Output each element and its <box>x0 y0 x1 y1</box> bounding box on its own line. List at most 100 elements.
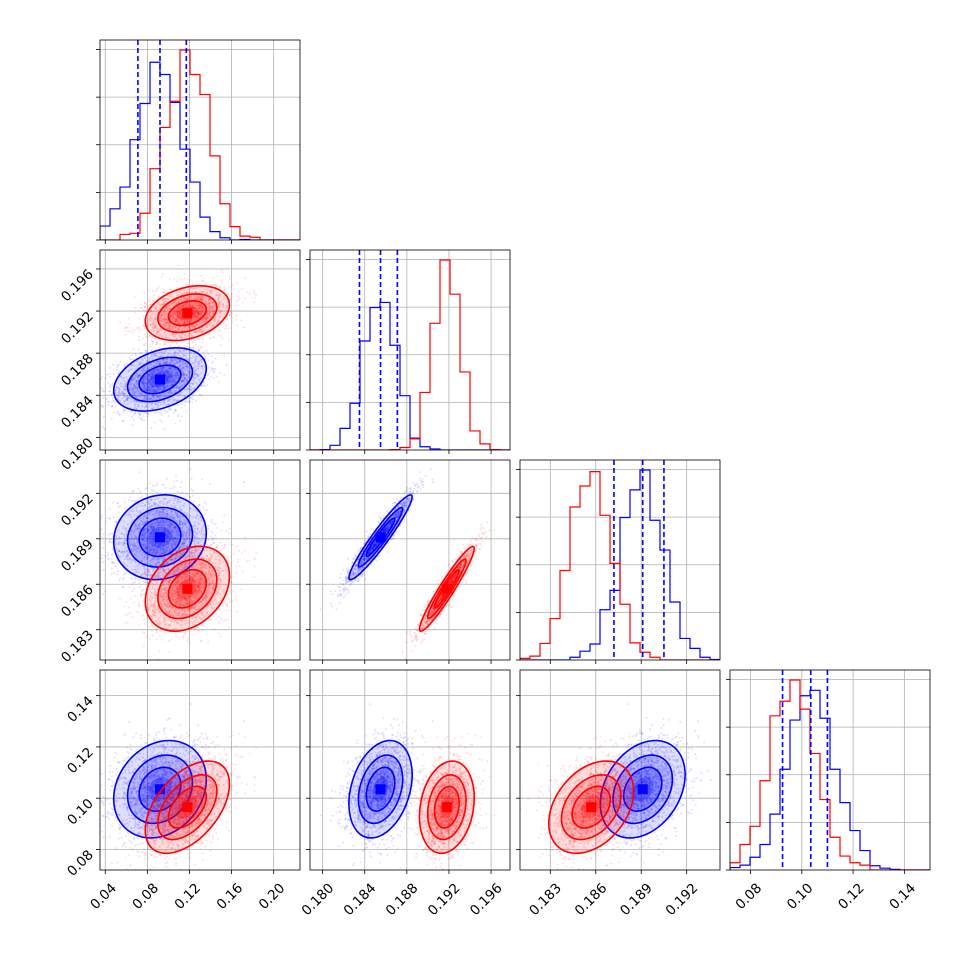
scatter-point <box>168 381 171 384</box>
scatter-point <box>144 305 147 308</box>
scatter-point <box>176 371 179 374</box>
scatter-point <box>165 362 168 365</box>
scatter-point <box>191 361 194 364</box>
scatter-point <box>163 310 166 313</box>
scatter-point <box>166 322 169 325</box>
scatter-point <box>178 387 181 390</box>
scatter-point <box>155 351 158 354</box>
scatter-point <box>210 289 213 292</box>
scatter-point <box>153 324 156 327</box>
scatter-point <box>137 374 140 377</box>
scatter-point <box>201 322 204 325</box>
scatter-point <box>167 381 170 384</box>
scatter-point <box>133 329 136 332</box>
scatter-point <box>167 370 170 373</box>
scatter-point <box>106 373 109 376</box>
scatter-point <box>211 324 214 327</box>
scatter-point <box>166 377 169 380</box>
scatter-point <box>179 349 182 352</box>
scatter-point <box>137 335 140 338</box>
scatter-point <box>202 319 205 322</box>
scatter-point <box>110 558 113 561</box>
scatter-point <box>110 405 113 408</box>
scatter-point <box>201 329 204 332</box>
scatter-point <box>170 391 173 394</box>
scatter-point <box>207 302 210 305</box>
scatter-point <box>149 315 152 318</box>
scatter-point <box>191 306 194 309</box>
scatter-point <box>200 297 203 300</box>
scatter-point <box>130 363 133 366</box>
scatter-point <box>136 382 139 385</box>
scatter-point <box>189 295 192 298</box>
scatter-point <box>148 379 151 382</box>
scatter-point <box>199 328 202 331</box>
scatter-point <box>180 406 183 409</box>
scatter-point <box>168 400 171 403</box>
scatter-point <box>133 391 136 394</box>
scatter-point <box>137 416 140 419</box>
scatter-point <box>146 380 149 383</box>
scatter-point <box>212 301 215 304</box>
scatter-point <box>179 311 182 314</box>
scatter-point <box>179 305 182 308</box>
scatter-point <box>152 406 155 409</box>
scatter-point <box>153 385 156 388</box>
scatter-point <box>209 302 212 305</box>
scatter-point <box>163 385 166 388</box>
scatter-point <box>134 402 137 405</box>
scatter-point <box>163 291 166 294</box>
scatter-point <box>155 384 158 387</box>
scatter-point <box>255 294 258 297</box>
scatter-point <box>174 309 177 312</box>
scatter-point <box>170 374 173 377</box>
scatter-point <box>220 310 223 313</box>
scatter-point <box>193 290 196 293</box>
scatter-point <box>204 355 207 358</box>
scatter-point <box>210 520 213 523</box>
scatter-point <box>157 387 160 390</box>
scatter-point <box>158 401 161 404</box>
scatter-point <box>187 283 190 286</box>
scatter-point <box>186 358 189 361</box>
scatter-point <box>165 379 168 382</box>
scatter-point <box>150 488 153 491</box>
scatter-point <box>182 318 185 321</box>
scatter-point <box>186 387 189 390</box>
scatter-point <box>158 371 161 374</box>
scatter-point <box>135 382 138 385</box>
scatter-point <box>150 353 153 356</box>
scatter-point <box>157 369 160 372</box>
scatter-point <box>197 310 200 313</box>
scatter-point <box>194 302 197 305</box>
scatter-point <box>216 320 219 323</box>
scatter-point <box>173 351 176 354</box>
scatter-point <box>174 474 177 477</box>
scatter-point <box>206 316 209 319</box>
scatter-point <box>183 354 186 357</box>
scatter-point <box>102 426 105 429</box>
scatter-point <box>138 414 141 417</box>
scatter-point <box>133 387 136 390</box>
scatter-point <box>167 356 170 359</box>
scatter-point <box>174 358 177 361</box>
scatter-point <box>155 325 158 328</box>
scatter-point <box>162 324 165 327</box>
scatter-point <box>199 358 202 361</box>
scatter-point <box>176 386 179 389</box>
scatter-point <box>185 374 188 377</box>
scatter-point <box>141 370 144 373</box>
scatter-point <box>177 306 180 309</box>
scatter-point <box>220 280 223 283</box>
scatter-point <box>152 370 155 373</box>
scatter-point <box>199 377 202 380</box>
scatter-point <box>164 376 167 379</box>
scatter-point <box>186 320 189 323</box>
scatter-point <box>200 305 203 308</box>
histogram-series <box>730 679 930 870</box>
scatter-point <box>152 293 155 296</box>
scatter-point <box>114 404 117 407</box>
scatter-point <box>109 383 112 386</box>
scatter-point <box>178 358 181 361</box>
scatter-point <box>180 380 183 383</box>
